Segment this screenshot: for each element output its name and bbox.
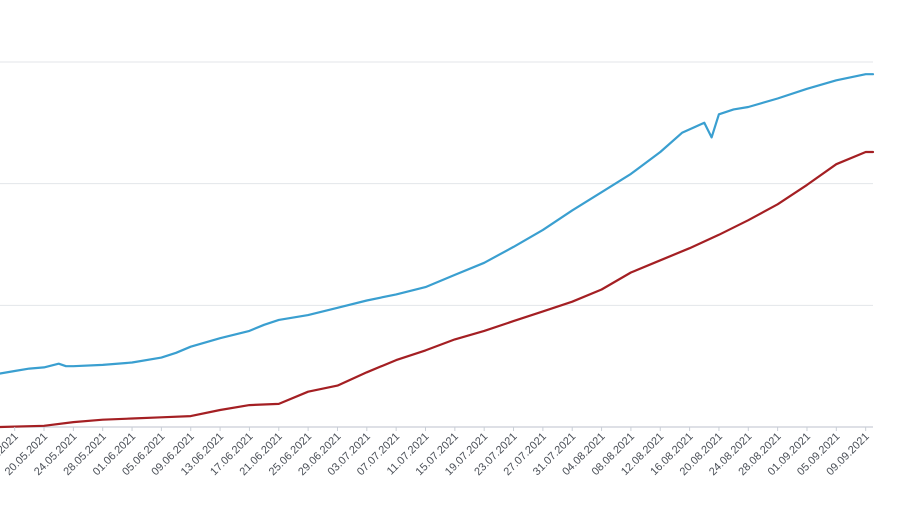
series-line-2 (0, 150, 875, 429)
x-axis-ticks: 16.05.202120.05.202124.05.202128.05.2021… (0, 427, 872, 478)
gridlines (0, 61, 873, 428)
series-line-1 (0, 73, 875, 375)
series-lines (0, 73, 875, 429)
